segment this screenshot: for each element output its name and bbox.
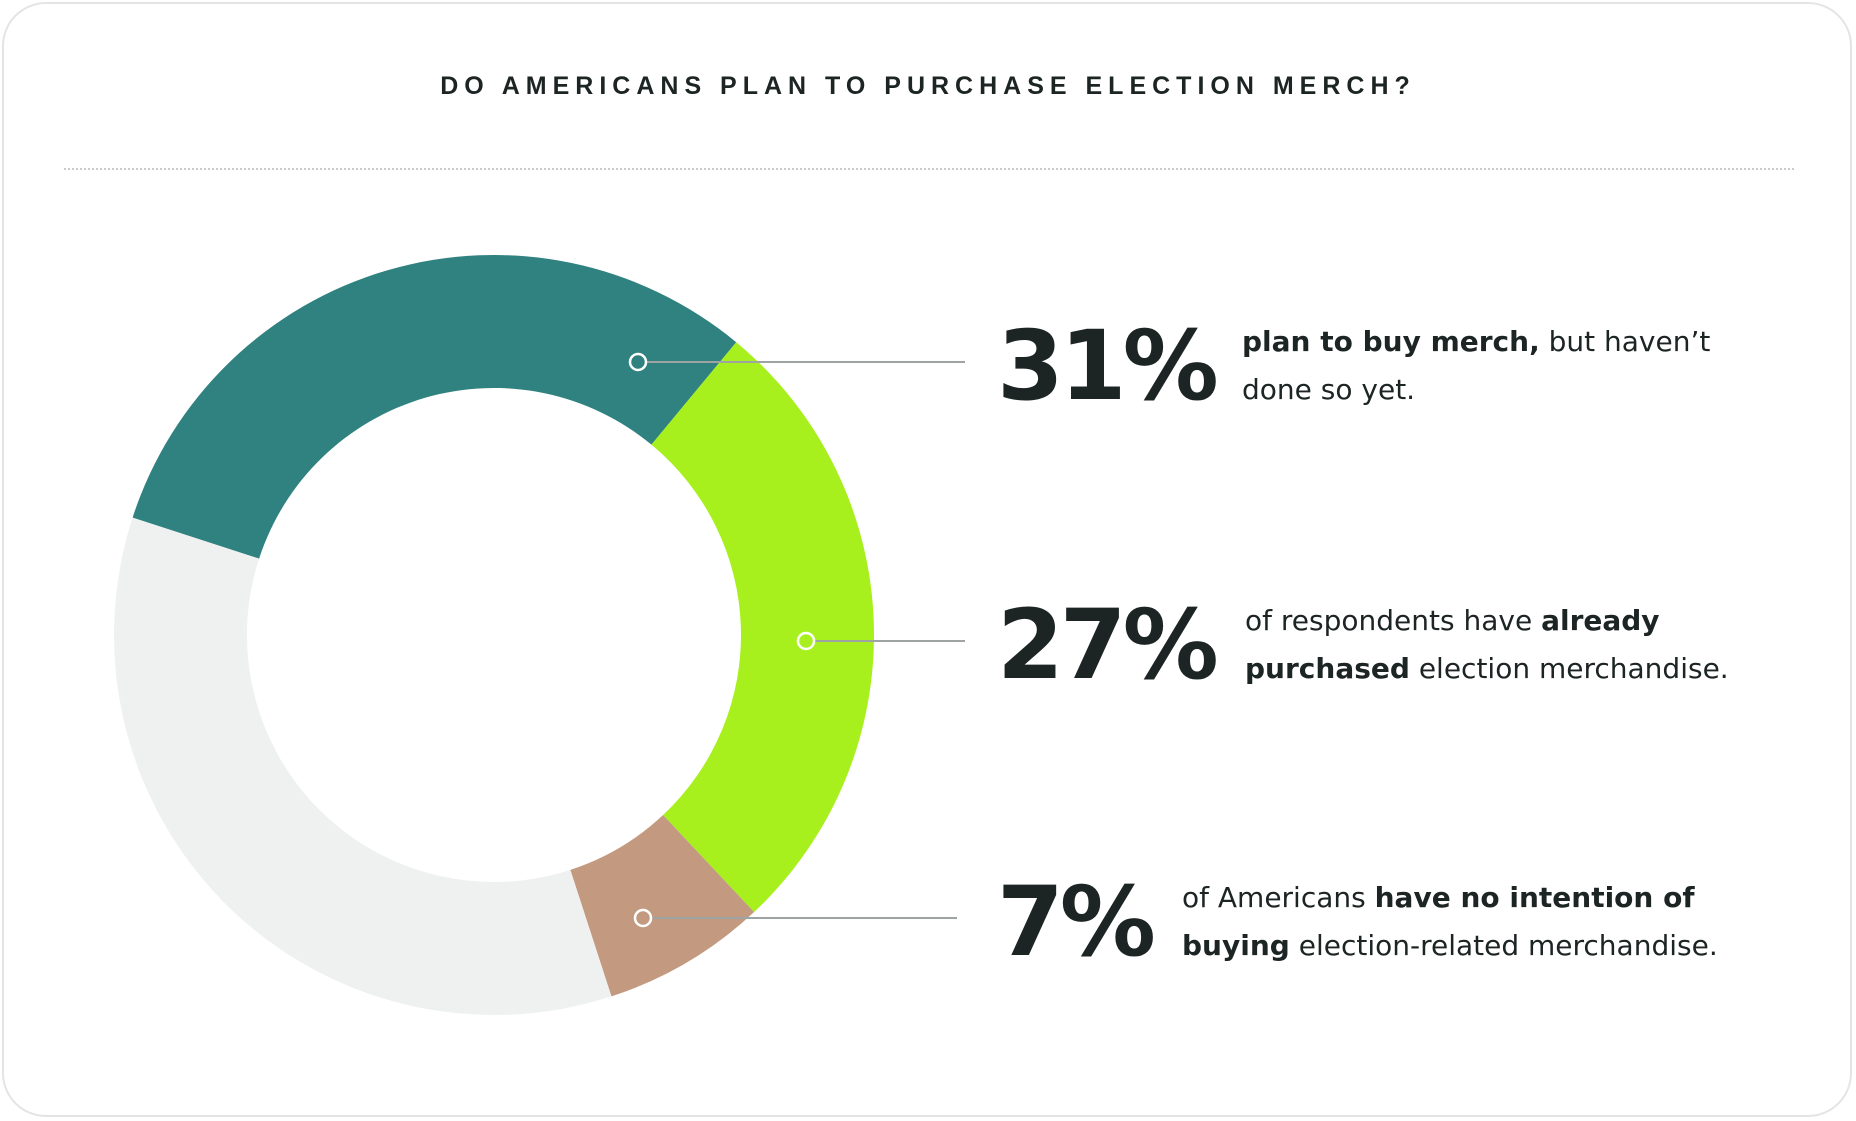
desc-bold: have no intention of buying <box>1182 881 1695 962</box>
stat-27: 27% of respondents have already purchase… <box>997 597 1797 693</box>
desc-text: election merchandise. <box>1409 652 1729 685</box>
stat-percent: 7% <box>997 866 1156 978</box>
stat-31: 31% plan to buy merch, but haven’t done … <box>997 318 1757 414</box>
chart-title: DO AMERICANS PLAN TO PURCHASE ELECTION M… <box>440 72 1416 100</box>
desc-bold: plan to buy merch, <box>1242 325 1540 358</box>
donut-slice-remainder <box>114 517 612 1016</box>
dotted-divider <box>64 168 1794 170</box>
desc-text: of Americans <box>1182 881 1375 914</box>
desc-text: election-related merchandise. <box>1289 929 1718 962</box>
leader-dot-27% <box>796 631 816 651</box>
donut-slice-27% <box>651 342 875 913</box>
leader-dot-7% <box>633 908 653 928</box>
donut-slice-7% <box>570 815 755 997</box>
leader-dot-31% <box>628 352 648 372</box>
desc-text: of respondents have <box>1245 604 1542 637</box>
donut-slice-31% <box>132 254 737 559</box>
stat-percent: 31% <box>997 310 1219 422</box>
stat-description: of Americans have no intention of buying… <box>1182 874 1772 970</box>
stat-percent: 27% <box>997 589 1219 701</box>
stat-description: plan to buy merch, but haven’t done so y… <box>1242 318 1742 414</box>
stat-7: 7% of Americans have no intention of buy… <box>997 874 1797 970</box>
desc-text: but haven’t done so yet. <box>1242 325 1711 406</box>
stat-description: of respondents have already purchased el… <box>1245 597 1785 693</box>
desc-bold: already purchased <box>1245 604 1660 685</box>
